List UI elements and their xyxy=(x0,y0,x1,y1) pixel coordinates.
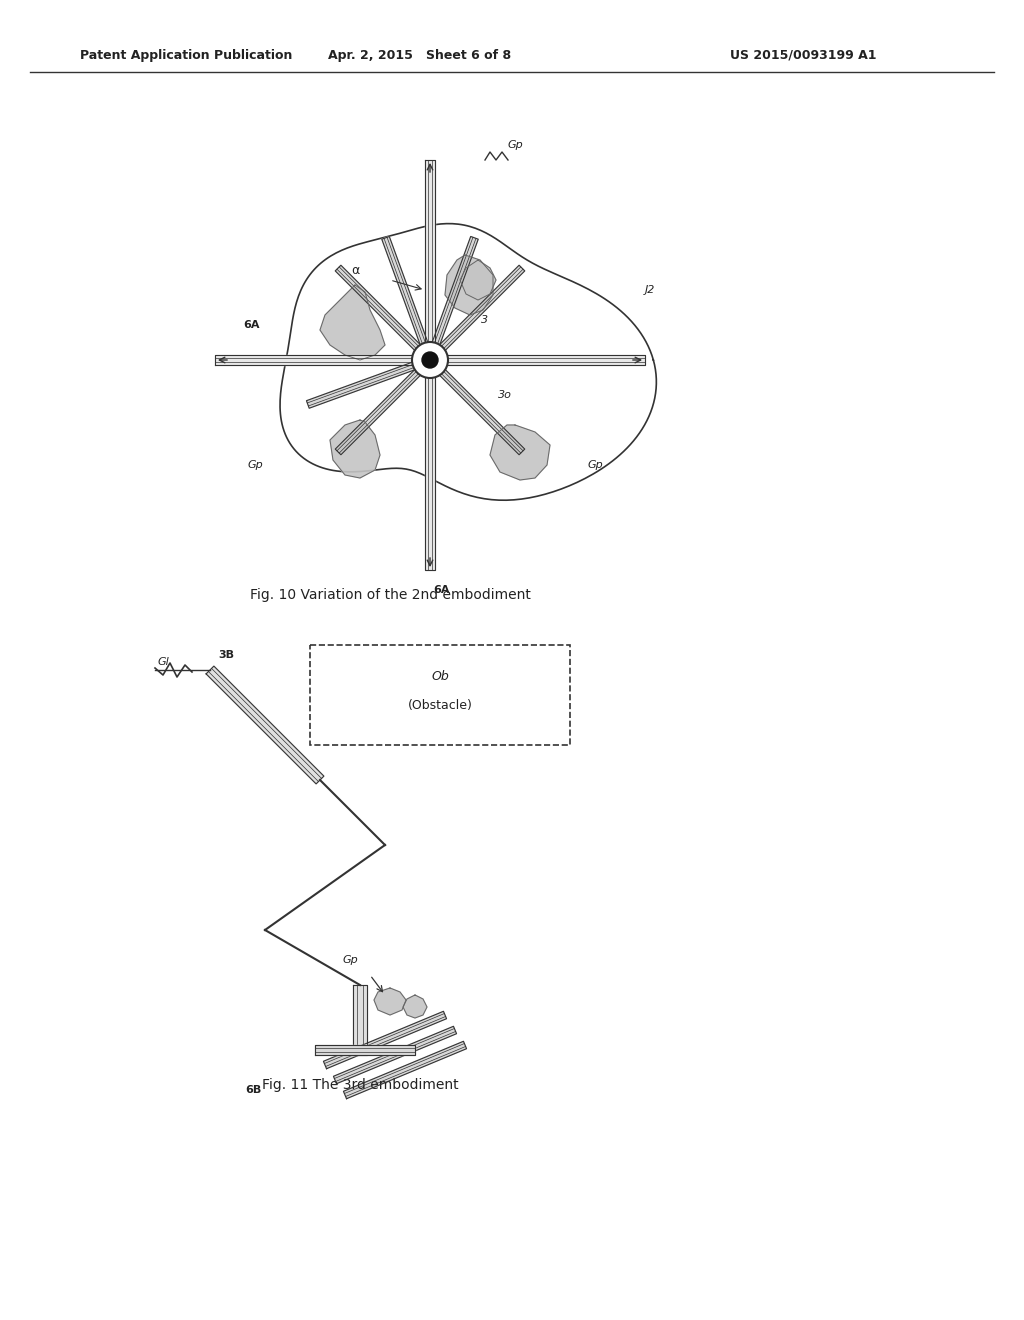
Text: Gl: Gl xyxy=(158,657,170,667)
Text: Gp: Gp xyxy=(342,954,357,965)
Polygon shape xyxy=(427,265,524,363)
Text: J2: J2 xyxy=(645,285,655,294)
Polygon shape xyxy=(334,1027,457,1084)
Text: Fig. 10 Variation of the 2nd embodiment: Fig. 10 Variation of the 2nd embodiment xyxy=(250,587,530,602)
Polygon shape xyxy=(343,1041,467,1098)
Polygon shape xyxy=(374,987,406,1015)
Polygon shape xyxy=(315,1045,415,1055)
Text: 3B: 3B xyxy=(218,649,234,660)
Polygon shape xyxy=(319,285,385,360)
Text: 3: 3 xyxy=(481,315,488,325)
Text: Gp: Gp xyxy=(587,459,603,470)
Text: Gp: Gp xyxy=(507,140,523,150)
Polygon shape xyxy=(490,425,550,480)
Text: (Obstacle): (Obstacle) xyxy=(408,698,472,711)
Polygon shape xyxy=(460,260,496,300)
Circle shape xyxy=(412,342,449,378)
Polygon shape xyxy=(403,995,427,1018)
Text: α: α xyxy=(351,264,359,276)
Polygon shape xyxy=(324,1011,446,1069)
Text: Gp: Gp xyxy=(247,459,263,470)
Circle shape xyxy=(422,352,438,368)
Polygon shape xyxy=(427,358,524,455)
Polygon shape xyxy=(330,420,380,478)
Text: Fig. 11 The 3rd embodiment: Fig. 11 The 3rd embodiment xyxy=(262,1078,459,1092)
Polygon shape xyxy=(382,236,434,362)
Text: Patent Application Publication: Patent Application Publication xyxy=(80,49,293,62)
Text: US 2015/0093199 A1: US 2015/0093199 A1 xyxy=(730,49,877,62)
Text: Ob: Ob xyxy=(431,671,449,684)
Polygon shape xyxy=(445,255,493,315)
Polygon shape xyxy=(215,355,645,366)
Bar xyxy=(310,645,570,744)
Text: 6A: 6A xyxy=(434,585,451,595)
Polygon shape xyxy=(425,160,435,570)
Polygon shape xyxy=(353,985,367,1055)
Polygon shape xyxy=(335,358,433,455)
Polygon shape xyxy=(426,236,478,362)
Text: 6B: 6B xyxy=(245,1085,261,1096)
Polygon shape xyxy=(206,667,324,784)
Polygon shape xyxy=(335,265,433,363)
Text: 6A: 6A xyxy=(244,319,260,330)
Polygon shape xyxy=(306,356,431,408)
Text: 3o: 3o xyxy=(498,389,512,400)
Text: Apr. 2, 2015   Sheet 6 of 8: Apr. 2, 2015 Sheet 6 of 8 xyxy=(329,49,512,62)
